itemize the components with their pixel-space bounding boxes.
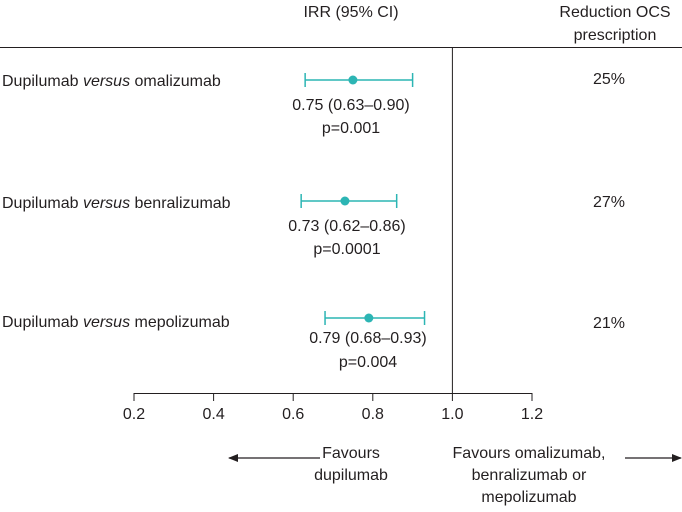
x-tick-label-5: 1.0: [441, 406, 463, 423]
x-tick-label-1: 0.2: [123, 406, 145, 423]
p-value-3: p=0.004: [339, 354, 397, 371]
x-tick-label-4: 0.8: [362, 406, 384, 423]
ci-interval-3: [324, 311, 426, 325]
favours-right-line2: benralizumab or: [472, 467, 587, 484]
reduction-3: 21%: [593, 315, 625, 332]
p-value-2: p=0.0001: [313, 241, 380, 258]
favours-right-line1: Favours omalizumab,: [453, 445, 606, 462]
p-value-1: p=0.001: [322, 120, 380, 137]
reduction-2: 27%: [593, 194, 625, 211]
favours-left-line1: Favours: [322, 445, 380, 462]
point-estimate-2: [340, 196, 350, 206]
x-tick-label-6: 1.2: [521, 406, 543, 423]
favours-right-line3: mepolizumab: [481, 489, 576, 506]
ci-interval-1: [304, 73, 414, 87]
ci-text-3: 0.79 (0.68–0.93): [309, 330, 426, 347]
row-label-1: Dupilumab versus omalizumab: [2, 73, 221, 90]
ci-interval-2: [300, 194, 398, 208]
header-reduction-line1: Reduction OCS: [559, 4, 670, 21]
row-label-2: Dupilumab versus benralizumab: [2, 195, 231, 212]
header-irr: IRR (95% CI): [303, 4, 398, 21]
header-reduction-line2: prescription: [574, 27, 657, 44]
x-axis-ticks: 0.2 0.4 0.6 0.8 1.0 1.2: [123, 393, 543, 423]
point-estimate-1: [348, 75, 358, 85]
reduction-1: 25%: [593, 71, 625, 88]
ci-text-1: 0.75 (0.63–0.90): [292, 97, 409, 114]
point-estimate-3: [364, 313, 374, 323]
row-label-3: Dupilumab versus mepolizumab: [2, 314, 230, 331]
ci-text-2: 0.73 (0.62–0.86): [288, 218, 405, 235]
favours-left-line2: dupilumab: [314, 467, 388, 484]
x-tick-label-2: 0.4: [202, 406, 224, 423]
x-tick-label-3: 0.6: [282, 406, 304, 423]
